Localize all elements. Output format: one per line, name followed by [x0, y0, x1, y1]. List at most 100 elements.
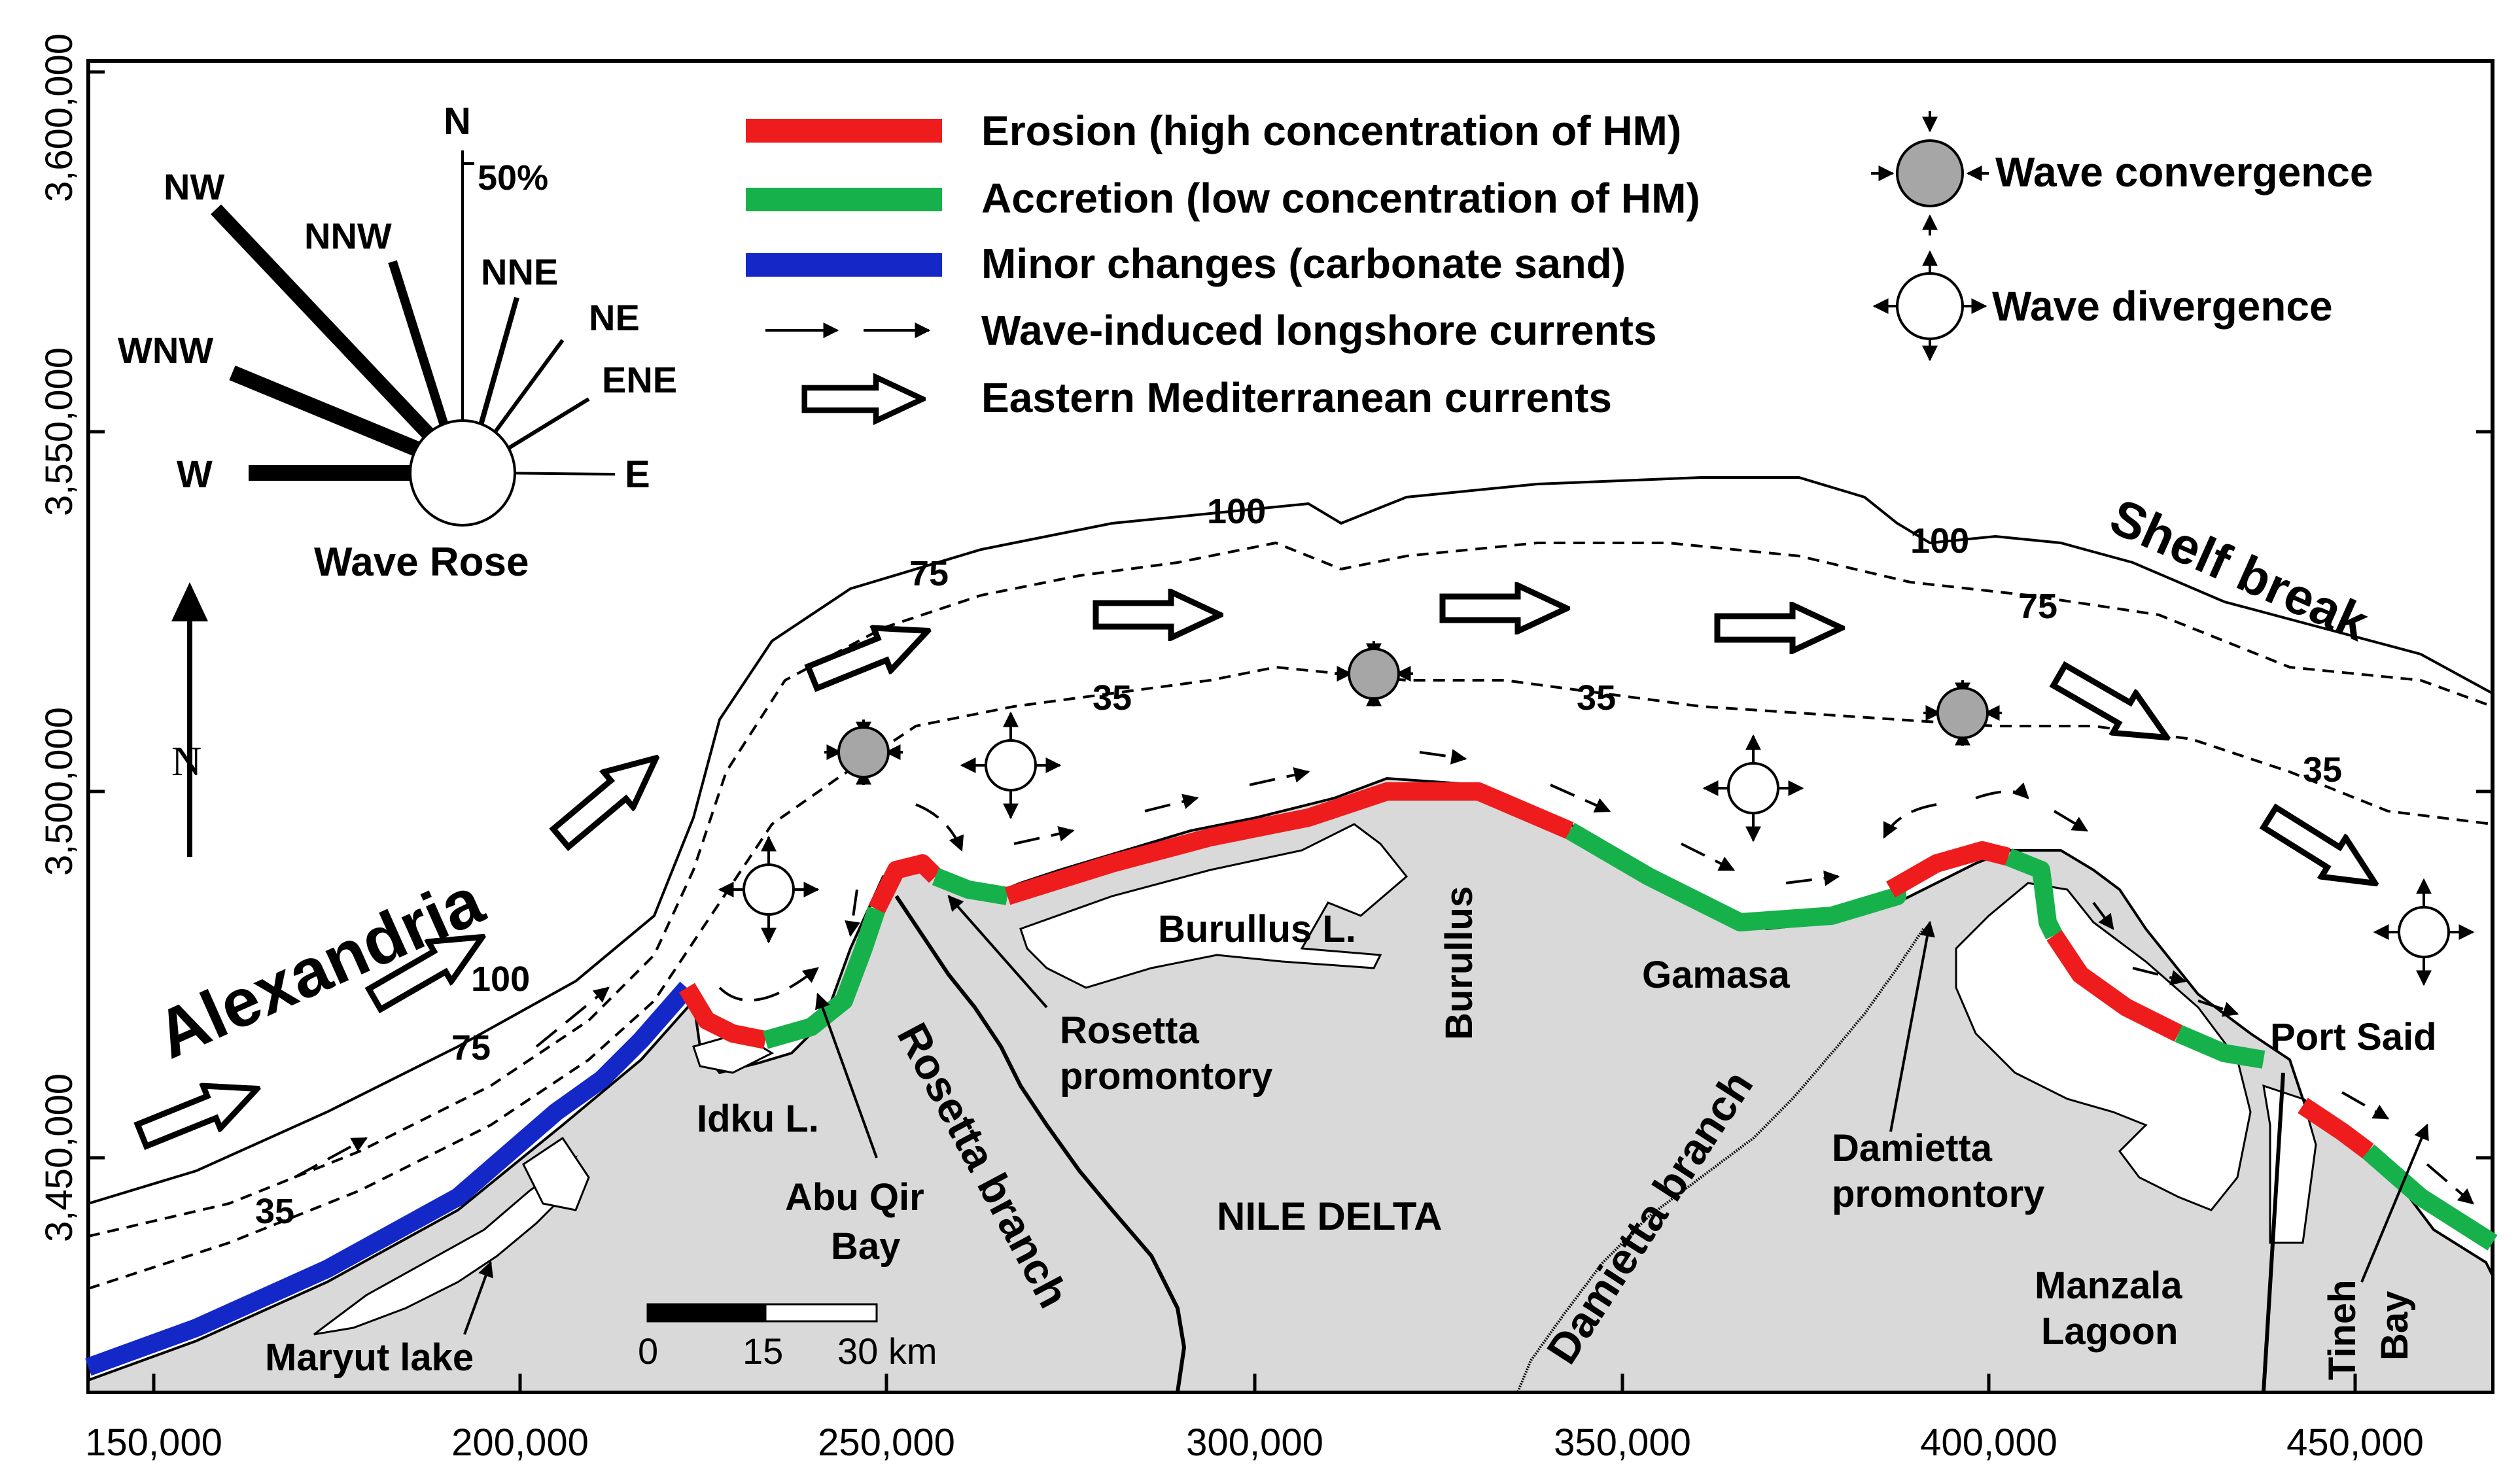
med-arrow [1096, 592, 1220, 638]
scale-label-0: 0 [638, 1330, 658, 1372]
convergence-node [1923, 680, 2002, 746]
legend-erosion-label: Erosion (high concentration of HM) [981, 107, 1681, 154]
label-nile-delta: NILE DELTA [1217, 1194, 1442, 1238]
label-gamasa: Gamasa [1642, 954, 1790, 996]
x-tick-label: 250,000 [818, 1421, 955, 1464]
legend-mediterranean-symbol [805, 377, 923, 421]
rose-label-n: N [444, 100, 471, 143]
x-tick-label: 400,000 [1920, 1421, 2057, 1464]
contour-35 [88, 665, 2493, 1290]
band-accretion-abuqir [763, 906, 886, 1049]
label-idku: Idku L. [697, 1098, 819, 1140]
y-tick-label: 3,550,000 [38, 347, 80, 516]
rose-scale-label: 50% [478, 158, 548, 198]
longshore-arrow [1144, 793, 1199, 812]
longshore-arrow [294, 1137, 368, 1179]
label-rosetta-prom-1: Rosetta [1060, 1009, 1199, 1052]
legend-divergence-label: Wave divergence [1992, 283, 2333, 330]
axis-ticks [88, 70, 2493, 1392]
band-accretion-portsaid [2175, 1025, 2266, 1069]
band-accretion-tineh [2362, 1144, 2498, 1251]
manzala-lagoon [1955, 882, 2252, 1211]
longshore-arrow [1249, 767, 1310, 786]
longshore-arrow [1419, 749, 1467, 765]
pointer-tineh [2360, 1123, 2429, 1283]
rose-bar-nw [211, 204, 450, 457]
pointer-damietta [1889, 920, 1935, 1132]
band-erosion-tineh [2298, 1098, 2374, 1159]
rose-label-ene: ENE [602, 359, 677, 400]
scale-label-15: 15 [743, 1330, 783, 1372]
longshore-arrow [2341, 1091, 2390, 1120]
legend-divergence-symbol [1872, 250, 1987, 362]
convergence-node [824, 720, 903, 785]
legend-mediterranean-label: Eastern Mediterranean currents [981, 374, 1612, 421]
band-erosion-burullus [1004, 782, 1574, 905]
longshore-arrow [535, 986, 610, 1048]
x-tick-label: 300,000 [1186, 1421, 1323, 1464]
contour-label-100-center: 100 [1207, 492, 1266, 531]
med-arrow [546, 740, 671, 856]
pointer-rosetta [947, 895, 1048, 1009]
divergence-node [718, 835, 820, 944]
contour-label-35-center: 35 [1093, 678, 1132, 718]
label-manzala-1: Manzala [2035, 1264, 2182, 1307]
rose-label-nne: NNE [481, 251, 558, 292]
rose-bar-wnw [229, 365, 442, 466]
band-erosion-damietta [1886, 841, 2011, 898]
label-burullus: Burullus [1438, 886, 1480, 1040]
divergence-node [1702, 734, 1804, 842]
longshore-arrow [915, 803, 964, 852]
contour-100-shelf-break [88, 476, 2493, 1205]
rose-label-ne: NE [589, 297, 640, 338]
wave-rose [211, 150, 616, 527]
burullus-lake [1019, 823, 1409, 989]
band-accretion-damietta-east [2004, 848, 2063, 940]
y-tick-label: 3,450,000 [38, 1073, 80, 1242]
med-arrow [1443, 585, 1567, 631]
longshore-arrow [1785, 870, 1840, 886]
longshore-arrow [1681, 842, 1736, 871]
pointer-maryut [463, 1260, 493, 1335]
label-abuqir: Abu Qir [785, 1176, 924, 1219]
contour-75 [88, 541, 2493, 1238]
rose-label-wnw: WNW [118, 330, 213, 371]
label-manzala-2: Lagoon [2041, 1310, 2178, 1353]
x-tick-label: 200,000 [451, 1421, 589, 1464]
scale-label-30: 30 km [837, 1330, 937, 1372]
x-tick-label: 450,000 [2286, 1421, 2424, 1464]
longshore-arrow [845, 889, 860, 937]
longshore-arrow [1013, 825, 1075, 845]
label-damietta-prom-1: Damietta [1832, 1127, 1993, 1170]
longshore-arrow [1883, 803, 1937, 839]
legend-convergence-label: Wave convergence [1995, 148, 2373, 196]
scale-bar-white [764, 1303, 878, 1323]
contour-label-75-center: 75 [909, 554, 949, 593]
contour-label-100-east: 100 [1910, 521, 1969, 561]
med-arrow [2258, 798, 2387, 903]
contour-label-75-east: 75 [2018, 587, 2057, 626]
band-erosion-portsaid [2046, 930, 2183, 1042]
label-damietta-prom-2: promontory [1832, 1173, 2044, 1215]
convergence-node [1335, 641, 1413, 706]
contour-label-35-east: 35 [2303, 750, 2342, 790]
rosetta-branch-river [894, 895, 1187, 1393]
north-arrow-head [171, 582, 208, 621]
x-tick-label: 350,000 [1554, 1421, 1691, 1464]
med-arrow [2048, 655, 2179, 757]
y-tick-label: 3,500,000 [38, 707, 80, 876]
med-arrow [133, 1067, 266, 1156]
contour-label-35-west: 35 [255, 1192, 294, 1231]
med-arrow [804, 610, 936, 699]
pointer-abuqir [815, 992, 878, 1158]
rose-label-w: W [177, 453, 213, 496]
contour-label-75-west: 75 [451, 1028, 491, 1067]
longshore-arrow [1975, 782, 2029, 799]
divergence-node [2373, 878, 2475, 986]
y-tick-label: 3,600,000 [38, 33, 80, 202]
divergence-node [960, 711, 1062, 820]
label-shelf-break: Shelf break [2102, 487, 2377, 652]
label-burullus-lake: Burullus L. [1158, 908, 1356, 950]
rose-label-nw: NW [164, 166, 224, 207]
